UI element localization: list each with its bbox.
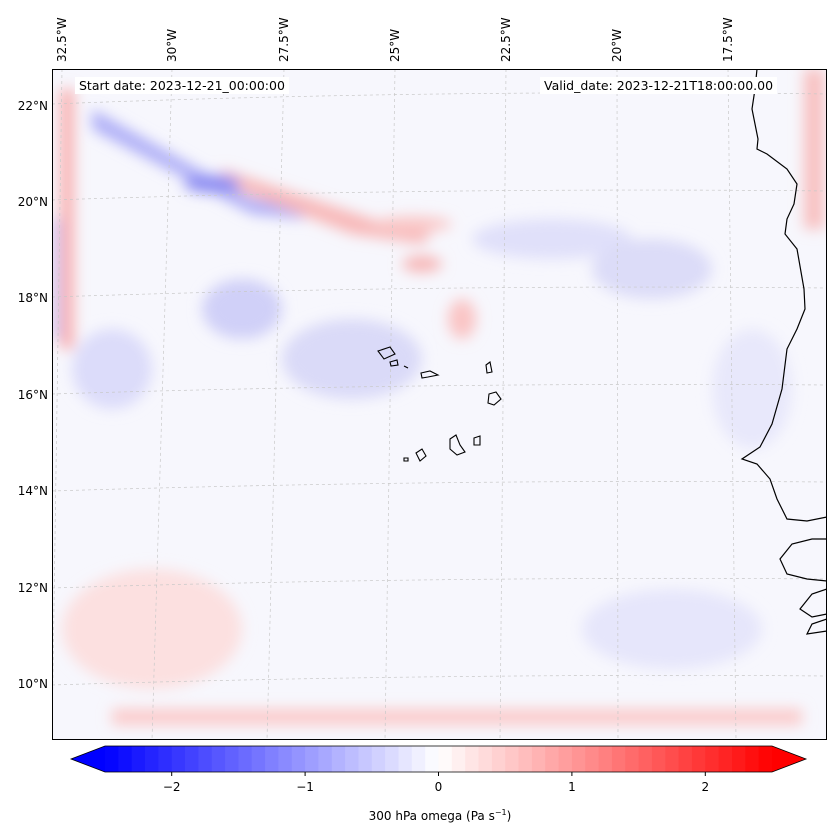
lat-label: 16°N — [17, 388, 48, 402]
colorbar-bin — [731, 746, 746, 772]
omega-map — [52, 69, 827, 740]
colorbar-bin — [185, 746, 199, 772]
colorbar-bin — [158, 746, 173, 772]
colorbar-bin — [651, 746, 666, 772]
lon-label: 32.5°W — [55, 17, 69, 62]
colorbar-label-end: ) — [506, 809, 512, 823]
map-frame — [52, 69, 827, 740]
gridlines — [52, 69, 827, 740]
colorbar-bin — [705, 746, 720, 772]
colorbar-bin — [571, 746, 586, 772]
colorbar-bin — [251, 746, 266, 772]
lon-label: 20°W — [610, 28, 624, 62]
colorbar-bin — [291, 746, 306, 772]
colorbar-bin — [718, 746, 733, 772]
colorbar-bin — [491, 746, 506, 772]
colorbar-bin — [265, 746, 279, 772]
colorbar-bin — [345, 746, 359, 772]
start-date-label: Start date: 2023-12-21_00:00:00 — [75, 77, 289, 94]
omega-field — [52, 69, 824, 725]
colorbar-bin — [611, 746, 626, 772]
lat-label: 14°N — [17, 484, 48, 498]
colorbar-bin — [451, 746, 466, 772]
colorbar-tick-label: −2 — [162, 780, 181, 794]
colorbar-low-extend — [71, 746, 105, 772]
lat-label: 20°N — [17, 195, 48, 209]
colorbar-bin — [358, 746, 373, 772]
colorbar-outline — [69, 745, 808, 773]
colorbar-bin — [691, 746, 706, 772]
colorbar-bin — [438, 746, 453, 772]
colorbar-bin — [531, 746, 546, 772]
colorbar-bin — [518, 746, 533, 772]
colorbar-bin — [745, 746, 760, 772]
cape-verde-islands — [377, 346, 502, 462]
colorbar-bin — [198, 746, 213, 772]
colorbar-bin — [331, 746, 346, 772]
lat-label: 10°N — [17, 677, 48, 691]
colorbar-bin — [238, 746, 253, 772]
colorbar-bin — [278, 746, 293, 772]
lon-label: 22.5°W — [499, 17, 513, 62]
colorbar — [69, 745, 808, 776]
lon-label: 25°W — [388, 28, 402, 62]
colorbar-bin — [758, 746, 773, 772]
colorbar-high-extend — [772, 746, 806, 772]
colorbar-tick-label: 0 — [434, 780, 443, 794]
colorbar-bin — [225, 746, 239, 772]
colorbar-bin — [678, 746, 693, 772]
colorbar-bin — [385, 746, 399, 772]
colorbar-bin — [305, 746, 319, 772]
colorbar-bin — [558, 746, 573, 772]
colorbar-bin — [505, 746, 520, 772]
lon-label: 30°W — [165, 28, 179, 62]
colorbar-bin — [145, 746, 159, 772]
colorbar-bin — [318, 746, 333, 772]
colorbar-bin — [585, 746, 600, 772]
colorbar-label: 300 hPa omega (Pa s−1) — [0, 808, 837, 823]
colorbar-bin — [638, 746, 653, 772]
colorbar-bin — [118, 746, 133, 772]
colorbar-bin — [131, 746, 146, 772]
lat-label: 18°N — [17, 291, 48, 305]
colorbar-tick-label: 1 — [568, 780, 576, 794]
colorbar-bin — [398, 746, 413, 772]
colorbar-bin — [105, 746, 119, 772]
lat-label: 22°N — [17, 99, 48, 113]
colorbar-bin — [425, 746, 439, 772]
colorbar-label-text: 300 hPa omega (Pa s — [368, 809, 495, 823]
colorbar-tick-label: 2 — [701, 780, 710, 794]
valid-date-label: Valid_date: 2023-12-21T18:00:00.00 — [540, 77, 778, 94]
colorbar-tick-label: −1 — [296, 780, 314, 794]
colorbar-bin — [171, 746, 186, 772]
colorbar-bin — [211, 746, 226, 772]
colorbar-bin — [545, 746, 560, 772]
lat-label: 12°N — [17, 581, 48, 595]
colorbar-bin — [598, 746, 613, 772]
coastline — [740, 69, 827, 635]
lon-label: 17.5°W — [721, 17, 735, 62]
colorbar-bin — [371, 746, 386, 772]
colorbar-bin — [665, 746, 680, 772]
lon-label: 27.5°W — [277, 17, 291, 62]
colorbar-bin — [625, 746, 640, 772]
colorbar-label-exponent: −1 — [494, 808, 507, 817]
colorbar-bin — [411, 746, 426, 772]
colorbar-bin — [465, 746, 480, 772]
colorbar-bin — [478, 746, 493, 772]
